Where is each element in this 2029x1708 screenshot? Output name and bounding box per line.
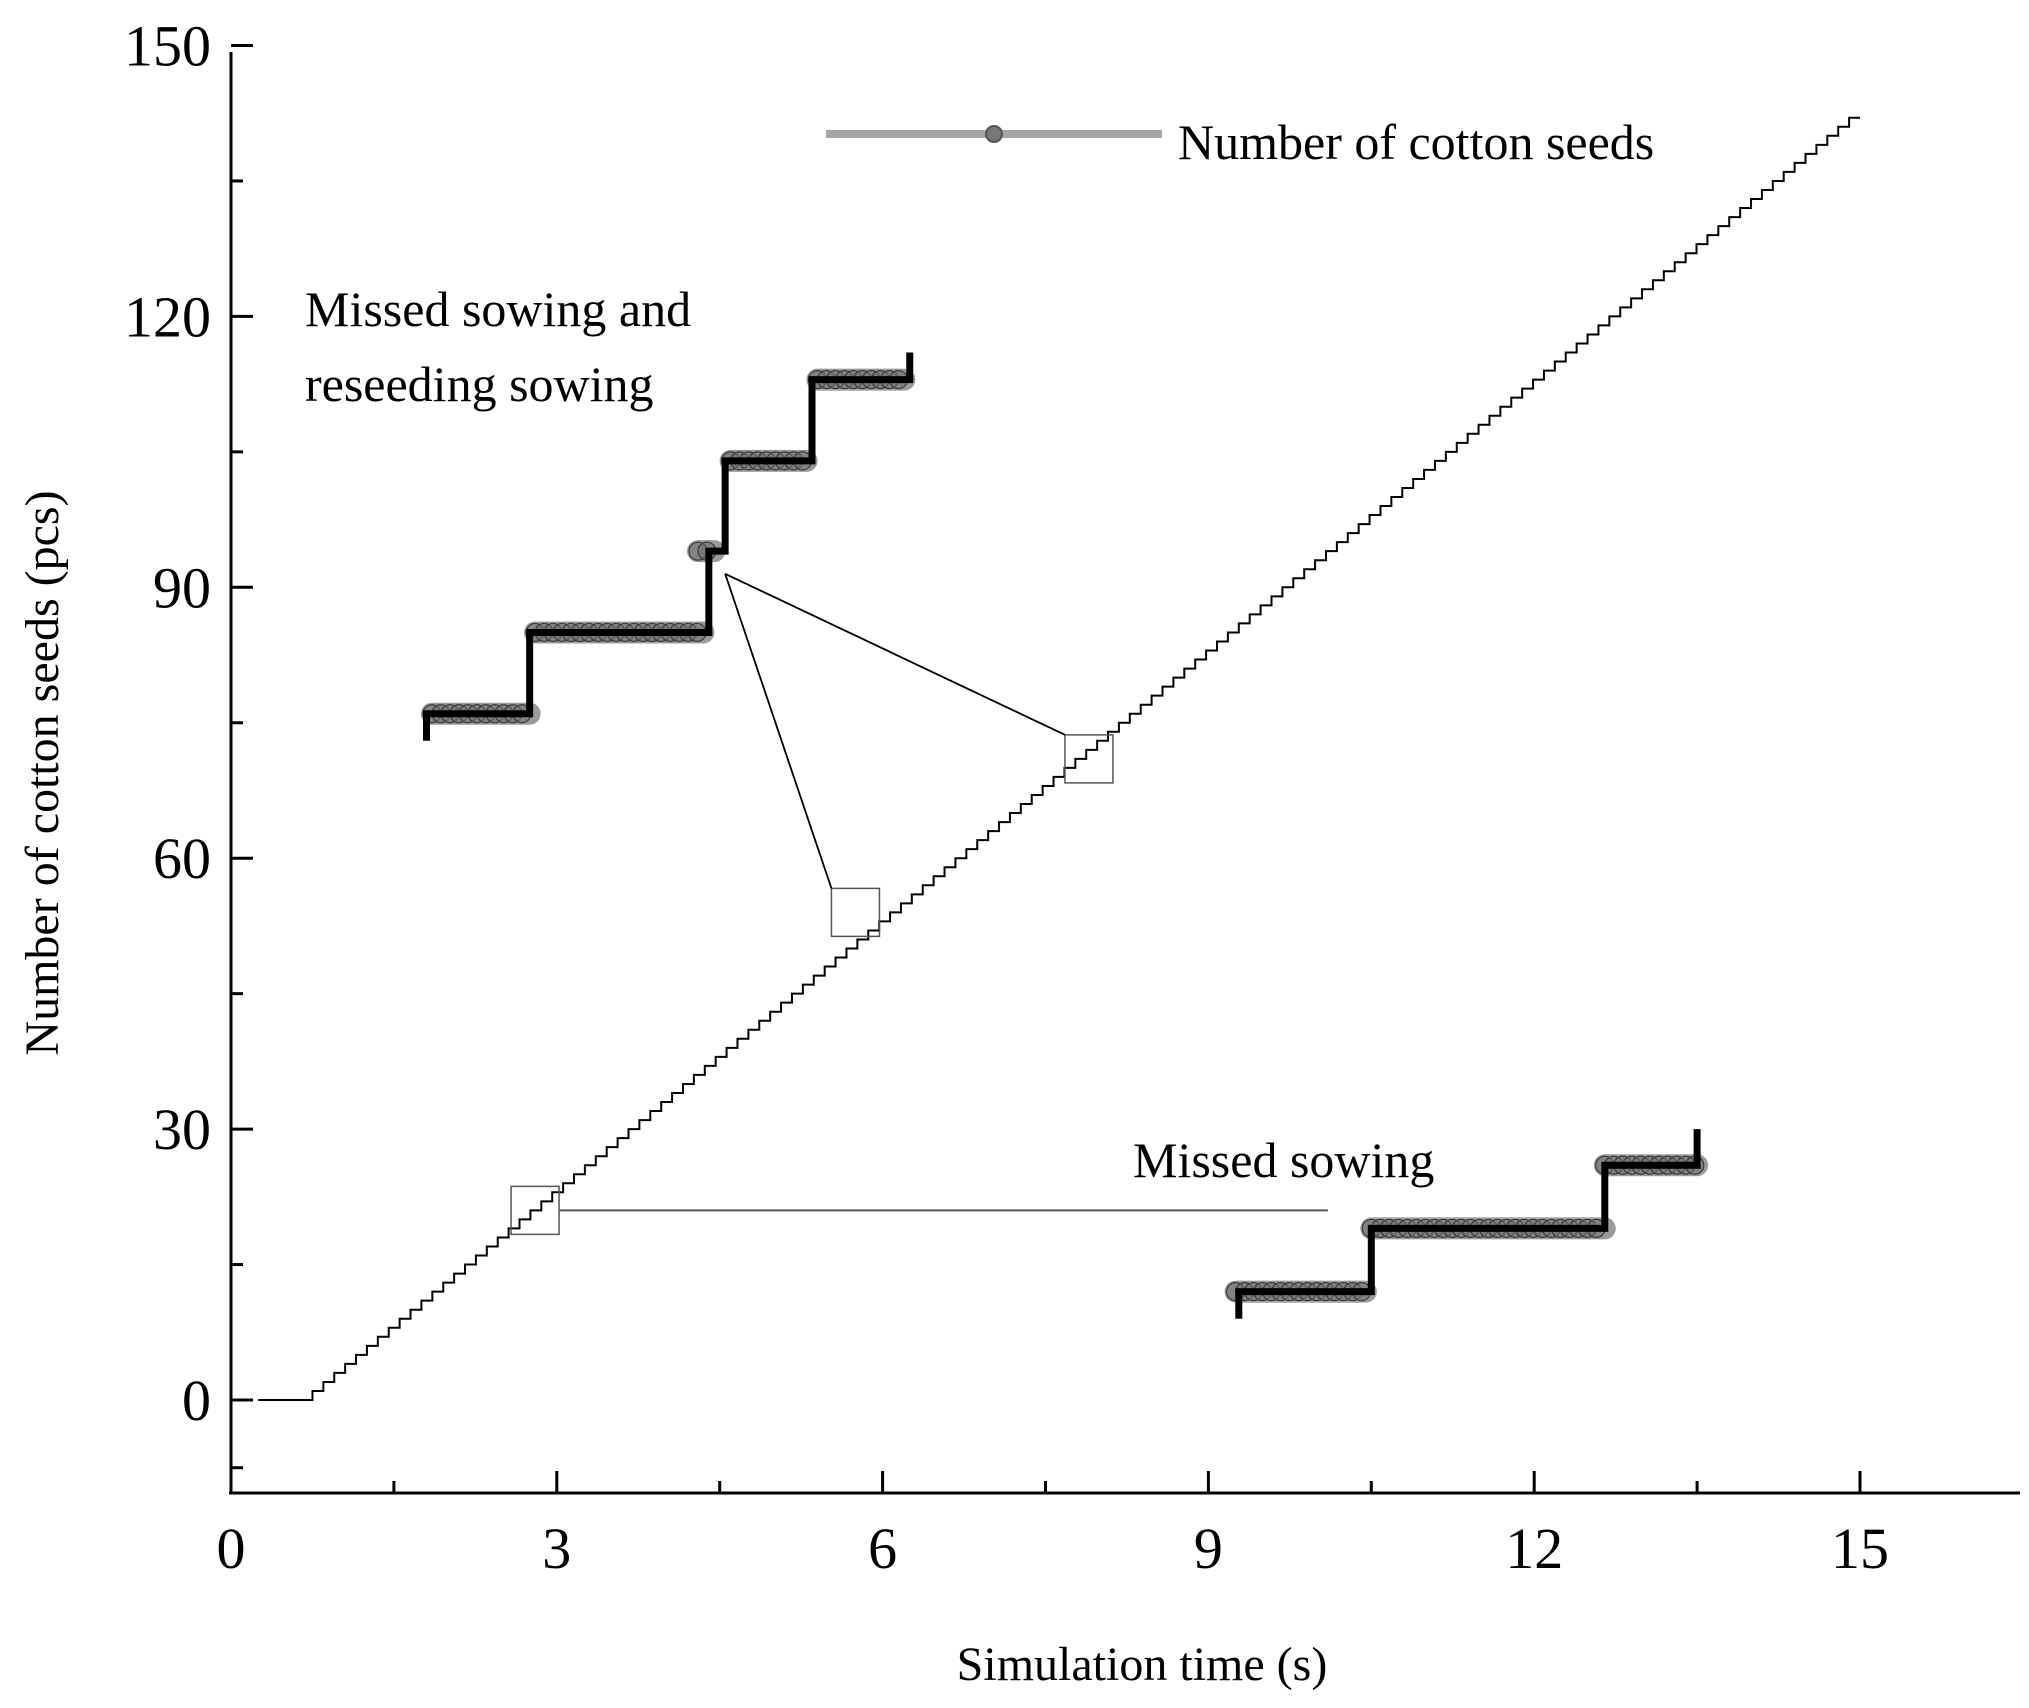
x-tick-label-6: 6 bbox=[868, 1516, 897, 1581]
x-tick-label-15: 15 bbox=[1831, 1516, 1889, 1581]
legend: Number of cotton seeds bbox=[826, 114, 1654, 170]
y-tick-label-60: 60 bbox=[153, 826, 211, 891]
x-tick-label-3: 3 bbox=[542, 1516, 571, 1581]
legend-label: Number of cotton seeds bbox=[1178, 114, 1654, 170]
series-line-cotton-seeds bbox=[258, 116, 1860, 1401]
x-tick-labels: 0 3 6 9 12 15 bbox=[217, 1516, 1890, 1581]
y-tick-label-150: 150 bbox=[124, 14, 211, 79]
y-axis-title: Number of cotton seeds (pcs) bbox=[16, 490, 69, 1055]
annotation-label-reseed-line1: Missed sowing and bbox=[305, 281, 691, 337]
zoom-box-0-1 bbox=[1064, 734, 1114, 784]
x-tick-label-9: 9 bbox=[1194, 1516, 1223, 1581]
y-tick-label-30: 30 bbox=[153, 1097, 211, 1162]
x-ticks bbox=[229, 1471, 1862, 1493]
legend-marker bbox=[985, 125, 1003, 143]
x-tick-label-0: 0 bbox=[217, 1516, 246, 1581]
x-axis-title: Simulation time (s) bbox=[957, 1638, 1328, 1691]
series-layer bbox=[258, 116, 1860, 1401]
zoom-box-1-0 bbox=[510, 1185, 560, 1236]
y-tick-label-120: 120 bbox=[124, 284, 211, 349]
inset-step-line-1 bbox=[1235, 1129, 1701, 1319]
annotation-layer: Missed sowing and reseeding sowing Misse… bbox=[305, 281, 1709, 1319]
y-tick-labels: 0 30 60 90 120 150 bbox=[124, 14, 211, 1434]
connector-line-reseed-lower bbox=[724, 573, 833, 889]
y-tick-label-90: 90 bbox=[153, 555, 211, 620]
connector-line-reseed-upper bbox=[724, 572, 1066, 736]
zoom-box-0-0 bbox=[830, 887, 881, 938]
annotation-label-missed: Missed sowing bbox=[1133, 1132, 1434, 1188]
y-ticks bbox=[231, 44, 253, 1470]
inset-step-line-0 bbox=[422, 352, 914, 741]
annotation-label-reseed-line2: reseeding sowing bbox=[305, 356, 654, 412]
x-tick-label-12: 12 bbox=[1505, 1516, 1563, 1581]
y-tick-label-0: 0 bbox=[182, 1368, 211, 1433]
